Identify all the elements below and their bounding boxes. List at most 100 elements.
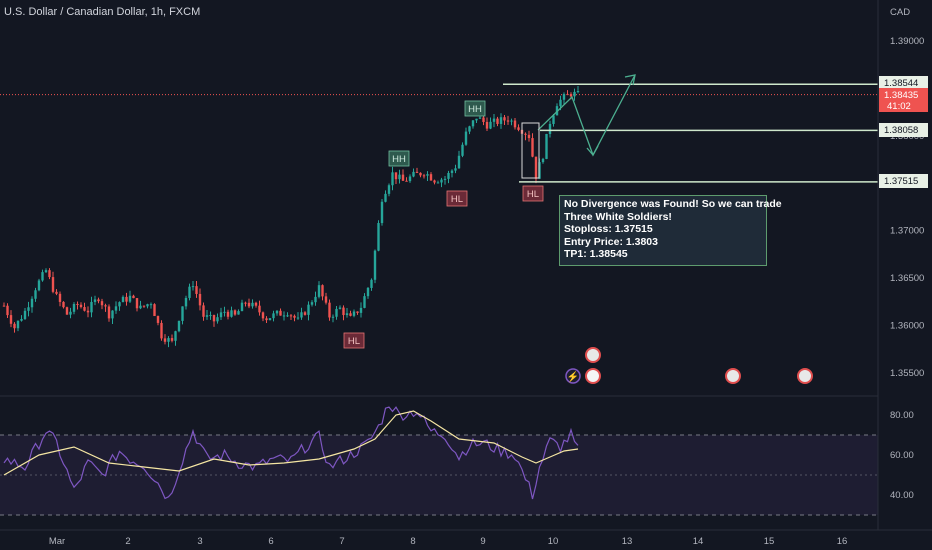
candle-body	[275, 310, 279, 314]
candle-body	[188, 286, 191, 298]
candle-body	[216, 317, 219, 322]
arrow-head-up	[624, 74, 636, 86]
candle-body	[324, 296, 328, 303]
candle-body	[244, 302, 247, 304]
candle-body	[251, 302, 254, 307]
level-top-tag-bg	[879, 76, 928, 90]
time-tick: 10	[548, 536, 559, 547]
us-flag-event-icon[interactable]	[797, 368, 813, 384]
time-tick: 6	[268, 536, 273, 547]
candle-body	[111, 310, 114, 319]
hl-label-box[interactable]	[343, 332, 365, 349]
candle-body	[184, 297, 188, 307]
candle-body	[100, 301, 104, 306]
candle-body	[401, 174, 405, 181]
candle-body	[489, 121, 492, 129]
time-tick: 16	[837, 536, 848, 547]
trade-note[interactable]: No Divergence was Found! So we can trade…	[559, 195, 782, 266]
candle-body	[142, 305, 146, 307]
candle-body	[48, 270, 51, 278]
candle-body	[226, 311, 230, 317]
time-tick: 7	[339, 536, 344, 547]
candle-body	[475, 118, 478, 121]
candle-body	[408, 176, 412, 182]
hh-label-box[interactable]	[388, 150, 410, 167]
candle-body	[321, 285, 324, 297]
candle-body	[195, 286, 198, 294]
level-top-tag: 1.38544	[884, 78, 918, 89]
candle-body	[107, 306, 111, 319]
candle-body	[559, 99, 562, 107]
candle-body	[566, 94, 569, 96]
candle-body	[34, 290, 37, 299]
candle-body	[51, 277, 55, 292]
hh-label-box[interactable]	[464, 100, 486, 117]
rsi-axis[interactable]: 80.00 60.00 40.00	[890, 410, 914, 501]
candle-body	[202, 305, 205, 317]
candle-body	[247, 302, 251, 307]
time-tick: 2	[125, 536, 130, 547]
price-tick: 1.35500	[890, 368, 924, 379]
levels[interactable]	[503, 83, 878, 183]
candle-body	[86, 310, 90, 313]
candle-body	[447, 172, 450, 179]
candle-body	[387, 185, 391, 194]
time-axis[interactable]: Mar 2 3 6 7 8 9 10 13 14 15 16	[49, 536, 847, 547]
ca-flag-event-icon[interactable]	[585, 368, 601, 384]
candle-body	[576, 91, 580, 93]
candle-body	[219, 312, 223, 318]
candle-body	[237, 311, 240, 315]
time-tick: Mar	[49, 536, 65, 547]
candle-body	[79, 304, 83, 308]
hl-label-box[interactable]	[522, 185, 544, 202]
candle-body	[198, 293, 202, 306]
hl-label: HL	[451, 194, 463, 205]
level-low-tag-bg	[879, 174, 928, 188]
price-pane[interactable]: HH HH HL HL HL	[0, 74, 878, 349]
candle-body	[13, 323, 16, 329]
candle-body	[177, 320, 181, 332]
candle-body	[552, 115, 555, 124]
candle-body	[153, 304, 156, 317]
hl-label-box[interactable]	[446, 190, 468, 207]
candle-body	[125, 296, 128, 302]
rsi-pane[interactable]	[0, 406, 878, 516]
lightning-event-icon[interactable]	[565, 368, 581, 384]
candle-body	[223, 311, 226, 313]
us-flag-event-icon[interactable]	[725, 368, 741, 384]
candle-body	[104, 305, 107, 307]
candle-body	[300, 312, 303, 318]
price-tick: 1.36000	[890, 321, 924, 332]
candle-body	[478, 117, 482, 119]
candle-body	[426, 174, 429, 176]
candle-body	[303, 312, 307, 315]
candle-body	[317, 285, 321, 297]
hh-label: HH	[392, 154, 406, 165]
projection-arrow[interactable]	[537, 74, 636, 157]
candle-body	[335, 308, 338, 317]
candle-body	[405, 180, 408, 182]
candle-body	[548, 123, 552, 134]
candle-body	[209, 315, 212, 317]
candle-body	[307, 304, 310, 315]
candle-body	[394, 172, 398, 180]
price-tags[interactable]: 1.38544 1.38435 41:02 1.38058 1.37515	[879, 76, 928, 188]
candle-body	[503, 117, 506, 121]
event-icons[interactable]: ⚡	[565, 347, 813, 384]
candle-body	[331, 316, 335, 318]
candle-body	[496, 118, 499, 124]
candle-body	[510, 120, 513, 122]
candle-body	[191, 286, 195, 288]
note-line: No Divergence was Found! So we can trade	[564, 198, 782, 210]
candle-body	[506, 120, 510, 122]
candle-body	[293, 315, 296, 318]
swing-boxes[interactable]: HH HH HL HL HL	[343, 100, 544, 349]
candle-body	[492, 118, 496, 122]
candle-body	[76, 303, 79, 305]
candle-body	[366, 287, 370, 297]
price-tick: 1.39000	[890, 36, 924, 47]
us-flag-event-icon[interactable]	[585, 347, 601, 363]
candle-body	[464, 131, 468, 145]
candle-body	[422, 175, 426, 177]
